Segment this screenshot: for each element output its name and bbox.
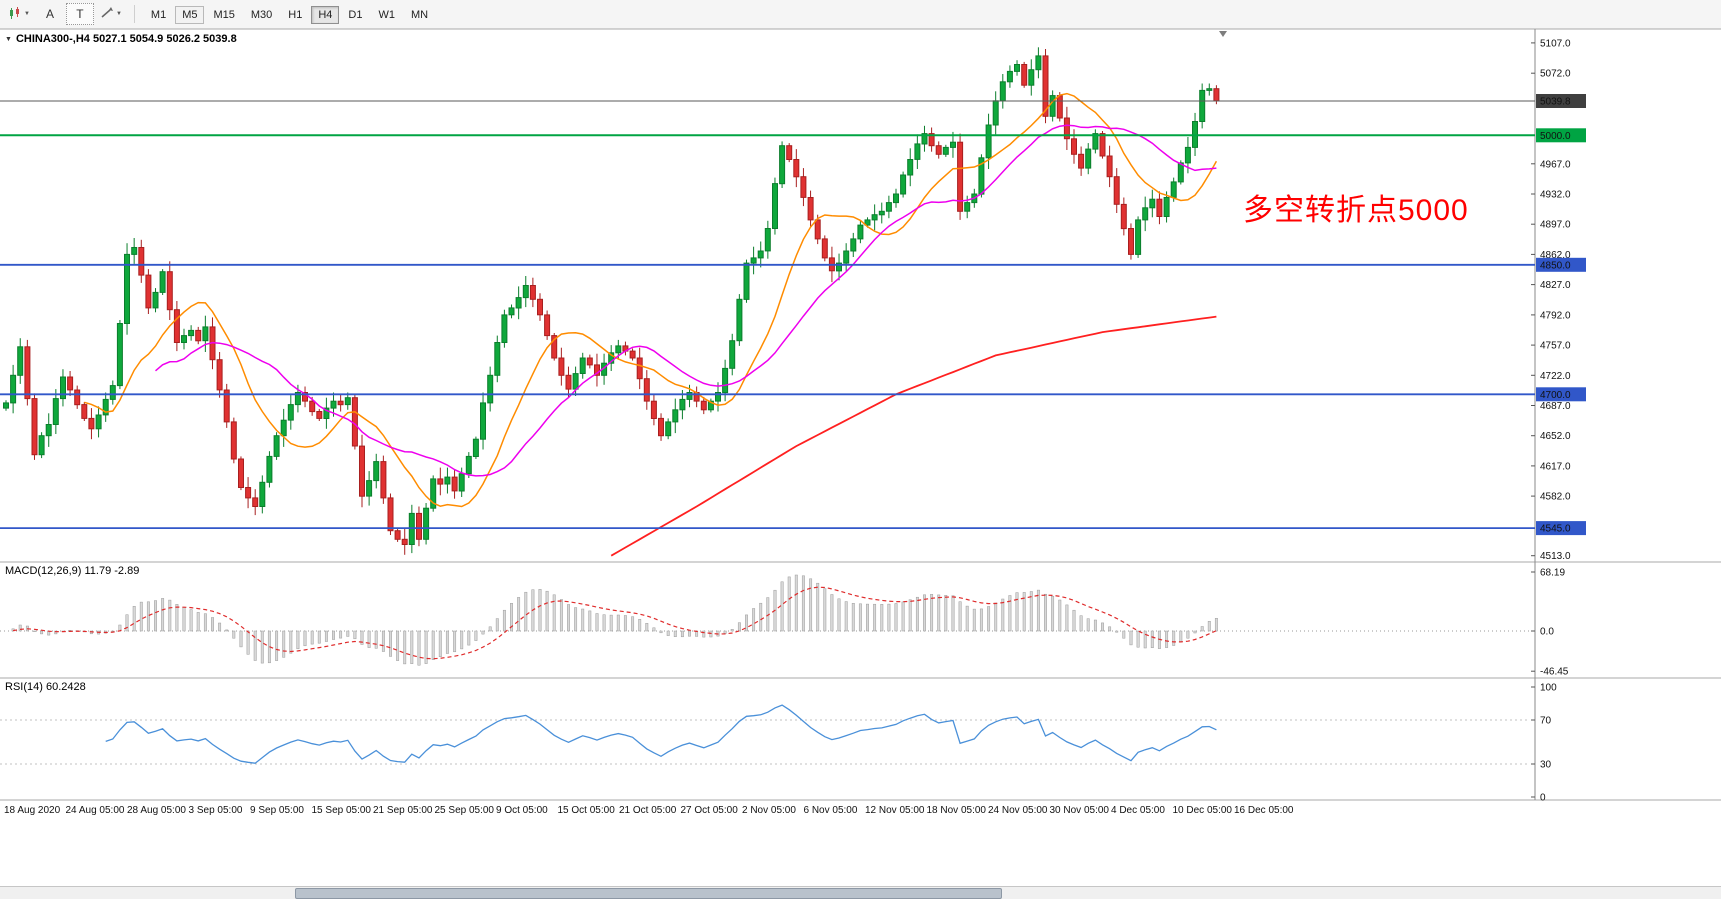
svg-text:21 Oct 05:00: 21 Oct 05:00 (619, 805, 677, 816)
macd-panel: 68.19 0.0 -46.45 (0, 568, 1569, 678)
svg-text:15 Oct 05:00: 15 Oct 05:00 (558, 805, 616, 816)
svg-text:4 Dec 05:00: 4 Dec 05:00 (1111, 805, 1165, 816)
svg-text:4545.0: 4545.0 (1540, 524, 1571, 535)
svg-text:4827.0: 4827.0 (1540, 280, 1571, 291)
candles-icon (8, 6, 22, 23)
chart-type-menu-button[interactable]: ▼ (4, 3, 34, 25)
timeframe-button-w1[interactable]: W1 (378, 8, 395, 21)
svg-text:27 Oct 05:00: 27 Oct 05:00 (681, 805, 739, 816)
svg-text:4722.0: 4722.0 (1540, 371, 1571, 382)
dropdown-caret-icon: ▼ (115, 11, 122, 17)
svg-text:100: 100 (1540, 683, 1557, 694)
svg-text:4513.0: 4513.0 (1540, 551, 1571, 562)
svg-text:70: 70 (1540, 716, 1552, 727)
timeframe-button-m1[interactable]: M1 (150, 8, 167, 21)
svg-text:0: 0 (1540, 793, 1546, 804)
svg-text:4582.0: 4582.0 (1540, 492, 1571, 503)
svg-text:4757.0: 4757.0 (1540, 341, 1571, 352)
svg-text:4850.0: 4850.0 (1540, 260, 1571, 271)
price-axis: 5107.0 5072.0 5039.8 5000.0 4967.0 4932.0 4897… (1531, 38, 1586, 562)
rsi-panel: 100 70 30 0 (0, 683, 1557, 804)
chart-annotation[interactable]: 多空转折点5000 (1243, 194, 1469, 227)
svg-text:4932.0: 4932.0 (1540, 190, 1571, 201)
macd-label: MACD(12,26,9) 11.79 -2.89 (5, 565, 140, 577)
chart-title-text: CHINA300-,H4 5027.1 5054.9 5026.2 5039.8 (15, 33, 237, 45)
svg-text:25 Sep 05:00: 25 Sep 05:00 (435, 805, 495, 816)
svg-text:28 Aug 05:00: 28 Aug 05:00 (127, 805, 186, 816)
svg-text:4687.0: 4687.0 (1540, 401, 1571, 412)
svg-text:4652.0: 4652.0 (1540, 431, 1571, 442)
shapes-icon (100, 6, 114, 23)
main-price-panel (0, 47, 1535, 557)
chart-title: ▼ CHINA300-,H4 5027.1 5054.9 5026.2 5039… (5, 33, 237, 45)
objects-menu-button[interactable]: ▼ (96, 3, 126, 25)
candles-layer (3, 47, 1220, 555)
svg-text:9 Oct 05:00: 9 Oct 05:00 (496, 805, 548, 816)
chart-shift-marker-icon (1219, 31, 1227, 37)
svg-text:18 Aug 2020: 18 Aug 2020 (4, 805, 61, 816)
svg-text:3 Sep 05:00: 3 Sep 05:00 (189, 805, 243, 816)
svg-text:9 Sep 05:00: 9 Sep 05:00 (250, 805, 304, 816)
horizontal-scrollbar[interactable] (0, 886, 1721, 899)
svg-text:5000.0: 5000.0 (1540, 131, 1571, 142)
timeframe-group: M1 M5 M15 M30 H1 H4 D1 W1 MN (143, 5, 436, 24)
svg-text:30 Nov 05:00: 30 Nov 05:00 (1050, 805, 1110, 816)
svg-text:68.19: 68.19 (1540, 568, 1565, 579)
svg-text:4897.0: 4897.0 (1540, 220, 1571, 231)
scrollbar-thumb[interactable] (295, 888, 1002, 899)
svg-text:10 Dec 05:00: 10 Dec 05:00 (1173, 805, 1233, 816)
svg-text:30: 30 (1540, 760, 1552, 771)
tools-group: ▼ A T ▼ (4, 3, 126, 25)
svg-text:0.0: 0.0 (1540, 627, 1554, 638)
timeframe-button-m15[interactable]: M15 (213, 8, 235, 21)
text-tool-button-label: T (76, 7, 84, 21)
timeframe-button-h1[interactable]: H1 (288, 8, 303, 21)
svg-text:12 Nov 05:00: 12 Nov 05:00 (865, 805, 925, 816)
svg-text:16 Dec 05:00: 16 Dec 05:00 (1234, 805, 1294, 816)
svg-text:4792.0: 4792.0 (1540, 310, 1571, 321)
svg-text:24 Nov 05:00: 24 Nov 05:00 (988, 805, 1048, 816)
timeframe-button-h4[interactable]: H4 (311, 5, 340, 24)
svg-text:5039.8: 5039.8 (1540, 97, 1571, 108)
svg-text:-46.45: -46.45 (1540, 667, 1569, 678)
dropdown-caret-icon: ▼ (24, 11, 30, 17)
timeframe-button-m5[interactable]: M5 (175, 5, 205, 24)
date-axis: 18 Aug 2020 24 Aug 05:00 28 Aug 05:00 3 Sep… (4, 805, 1294, 816)
pointer-tool-button[interactable]: A (36, 3, 64, 25)
svg-text:4862.0: 4862.0 (1540, 250, 1571, 261)
svg-text:2 Nov 05:00: 2 Nov 05:00 (742, 805, 796, 816)
svg-text:4967.0: 4967.0 (1540, 159, 1571, 170)
timeframe-button-m30[interactable]: M30 (250, 8, 273, 21)
svg-text:5072.0: 5072.0 (1540, 69, 1571, 80)
svg-text:4617.0: 4617.0 (1540, 461, 1571, 472)
svg-text:4700.0: 4700.0 (1540, 390, 1571, 401)
svg-text:5107.0: 5107.0 (1540, 38, 1571, 49)
svg-text:21 Sep 05:00: 21 Sep 05:00 (373, 805, 433, 816)
text-tool-button[interactable]: T (65, 3, 94, 25)
svg-text:18 Nov 05:00: 18 Nov 05:00 (927, 805, 987, 816)
toolbar-separator (133, 5, 135, 23)
rsi-label: RSI(14) 60.2428 (5, 681, 86, 693)
svg-text:15 Sep 05:00: 15 Sep 05:00 (312, 805, 372, 816)
svg-text:24 Aug 05:00: 24 Aug 05:00 (66, 805, 125, 816)
chart-toolbar: ▼ A T ▼ M1 M5 M15 M30 H1 H4 D1 W1 MN (0, 0, 1721, 29)
svg-text:6 Nov 05:00: 6 Nov 05:00 (804, 805, 858, 816)
timeframe-button-d1[interactable]: D1 (348, 8, 363, 21)
symbol-menu-icon[interactable]: ▼ (5, 35, 12, 43)
timeframe-button-mn[interactable]: MN (410, 8, 429, 21)
pointer-tool-button-label: A (45, 7, 54, 21)
